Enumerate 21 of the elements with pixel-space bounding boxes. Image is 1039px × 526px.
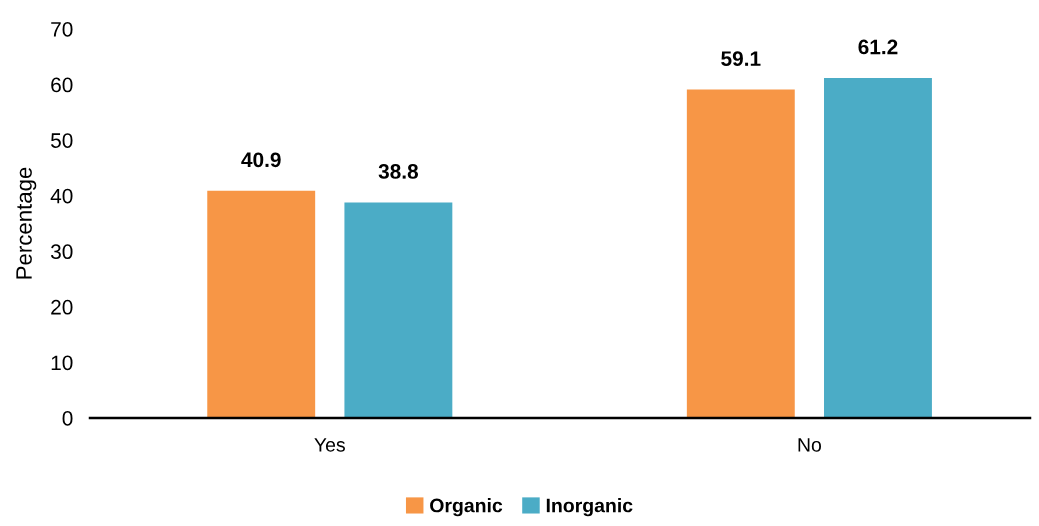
data-label: 59.1 — [721, 51, 761, 67]
x-tick-label: No — [798, 438, 821, 452]
data-label: 40.9 — [241, 152, 281, 168]
x-tick-label: Yes — [314, 438, 345, 452]
data-label: 38.8 — [378, 164, 419, 179]
legend-label: Inorganic — [546, 498, 633, 517]
bar — [344, 202, 453, 418]
y-tick-label: 60 — [51, 77, 73, 93]
y-tick-label: 10 — [51, 355, 73, 371]
legend-label: Organic — [430, 498, 503, 517]
bar — [686, 89, 795, 418]
y-tick-label: 30 — [50, 244, 73, 260]
y-tick-label: 0 — [62, 411, 73, 426]
data-label: 61.2 — [858, 39, 898, 55]
y-tick-label: 70 — [51, 22, 73, 37]
bar — [207, 190, 316, 418]
y-tick-label: 40 — [50, 188, 73, 204]
y-tick-label: 20 — [51, 299, 73, 315]
y-tick-label: 50 — [51, 133, 73, 148]
bar — [824, 77, 932, 418]
y-axis-title: Percentage — [16, 167, 37, 279]
